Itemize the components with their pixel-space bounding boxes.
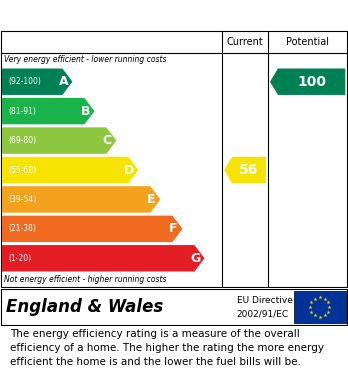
Text: Potential: Potential	[286, 37, 329, 47]
Text: (92-100): (92-100)	[8, 77, 41, 86]
Text: Not energy efficient - higher running costs: Not energy efficient - higher running co…	[4, 276, 166, 285]
Text: 56: 56	[239, 163, 259, 177]
Polygon shape	[224, 157, 266, 183]
Text: D: D	[124, 163, 135, 176]
Text: (21-38): (21-38)	[8, 224, 36, 233]
Text: 100: 100	[297, 75, 326, 89]
Polygon shape	[2, 98, 94, 124]
Text: (1-20): (1-20)	[8, 254, 31, 263]
Text: 2002/91/EC: 2002/91/EC	[237, 309, 289, 318]
Text: C: C	[103, 134, 112, 147]
Polygon shape	[270, 68, 345, 95]
Text: England & Wales: England & Wales	[6, 298, 163, 316]
Text: (39-54): (39-54)	[8, 195, 36, 204]
Bar	[294, 291, 346, 323]
Polygon shape	[2, 68, 72, 95]
Text: (69-80): (69-80)	[8, 136, 36, 145]
Polygon shape	[2, 245, 204, 271]
Text: B: B	[81, 105, 90, 118]
Text: Very energy efficient - lower running costs: Very energy efficient - lower running co…	[4, 56, 166, 65]
Text: Energy Efficiency Rating: Energy Efficiency Rating	[7, 7, 228, 23]
Polygon shape	[2, 127, 117, 154]
Text: E: E	[147, 193, 156, 206]
Polygon shape	[2, 216, 182, 242]
Text: EU Directive: EU Directive	[237, 296, 293, 305]
Polygon shape	[2, 186, 160, 213]
Text: A: A	[58, 75, 68, 88]
Polygon shape	[2, 157, 139, 183]
Text: Current: Current	[227, 37, 263, 47]
Text: F: F	[169, 222, 178, 235]
Text: (55-68): (55-68)	[8, 165, 36, 174]
Text: The energy efficiency rating is a measure of the overall efficiency of a home. T: The energy efficiency rating is a measur…	[10, 328, 324, 367]
Text: (81-91): (81-91)	[8, 107, 36, 116]
Text: G: G	[190, 252, 200, 265]
